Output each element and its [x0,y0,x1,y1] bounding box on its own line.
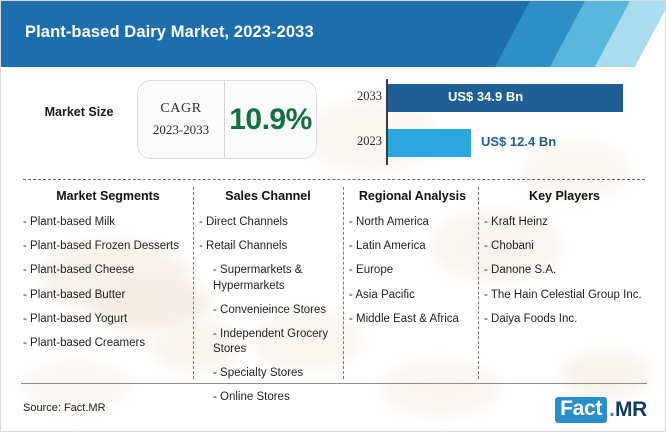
list-item: - Latin America [349,240,426,253]
bar-2023 [388,129,471,157]
list-item: - Plant-based Creamers [23,336,146,349]
cagr-box: CAGR 2023-2033 10.9% [137,80,317,159]
chart-axis-line [386,79,388,165]
list-item: - Daiya Foods Inc. [484,312,578,325]
logo-dot-text: . [609,398,615,421]
list-item: - Plant-based Cheese [23,264,135,277]
footer-divider [21,383,647,384]
column-list: - Plant-based Milk - Plant-based Frozen … [23,215,193,351]
list-item: - Europe [349,264,394,277]
column-sales-channel: Sales Channel - Direct Channels - Retail… [199,189,343,415]
list-item: - Danone S.A. [484,264,557,277]
list-item: - Chobani [484,240,534,253]
cagr-period: 2023-2033 [152,122,210,137]
list-item: - Plant-based Milk [23,216,116,228]
list-item: - Direct Channels [199,216,288,228]
column-list: - Kraft Heinz - Chobani - Danone S.A. - … [484,215,645,327]
list-item: - Kraft Heinz [484,216,548,228]
source-text: Source: Fact.MR [23,402,106,414]
list-item: - Convenieince Stores [213,303,327,316]
bar-row: 2033 US$ 34.9 Bn [353,84,653,112]
market-size-label: Market Size [44,105,114,119]
cagr-title: CAGR [160,101,202,116]
column-divider-1 [193,187,194,379]
list-item: - Middle East & Africa [349,312,459,325]
bar-category-2033: 2033 [357,89,382,103]
column-market-segments: Market Segments - Plant-based Milk - Pla… [23,189,193,360]
column-title: Market Segments [56,189,160,203]
column-divider-3 [478,187,479,379]
list-item: - Plant-based Yogurt [23,312,128,325]
column-title: Key Players [529,189,600,203]
list-item: - North America [349,216,429,228]
column-title: Regional Analysis [358,189,467,203]
list-item: - Supermarkets & Hypermarkets [213,264,303,292]
list-item: - Asia Pacific [349,288,415,301]
page-title: Plant-based Dairy Market, 2023-2033 [25,23,314,41]
column-key-players: Key Players - Kraft Heinz - Chobani - Da… [484,189,645,336]
factmr-logo: Fact . MR [555,397,647,423]
column-title: Sales Channel [225,189,311,203]
column-list: - Direct Channels - Retail Channels - Su… [199,215,343,406]
list-item: - Independent Grocery Stores [213,327,329,356]
bar-category-2023: 2023 [357,134,382,148]
column-list: - North America - Latin America - Europe… [349,215,478,327]
cagr-value: 10.9% [229,102,312,136]
logo-mr-text: MR [614,398,647,421]
list-item: - Retail Channels [199,240,288,253]
bar-2033 [388,84,623,112]
bar-value-2023: US$ 12.4 Bn [481,134,557,149]
list-item: - Plant-based Butter [23,288,126,301]
header-bar: Plant-based Dairy Market, 2023-2033 [1,1,665,67]
list-item: - Online Stores [213,391,290,404]
logo-fact-text: Fact [555,397,608,423]
horizontal-divider [23,179,645,180]
cagr-label-group: CAGR 2023-2033 [138,81,225,158]
list-item: - Specialty Stores [213,367,304,380]
cagr-value-group: 10.9% [225,81,316,158]
bar-value-2033: US$ 34.9 Bn [448,89,524,104]
column-divider-2 [343,187,344,379]
column-regional-analysis: Regional Analysis - North America - Lati… [349,189,478,336]
bar-row: 2023 US$ 12.4 Bn [353,129,653,157]
list-item: - Plant-based Frozen Desserts [23,240,179,253]
market-size-bar-chart: 2033 US$ 34.9 Bn 2023 US$ 12.4 Bn [353,79,653,165]
list-item: - The Hain Celestial Group Inc. [484,288,642,301]
